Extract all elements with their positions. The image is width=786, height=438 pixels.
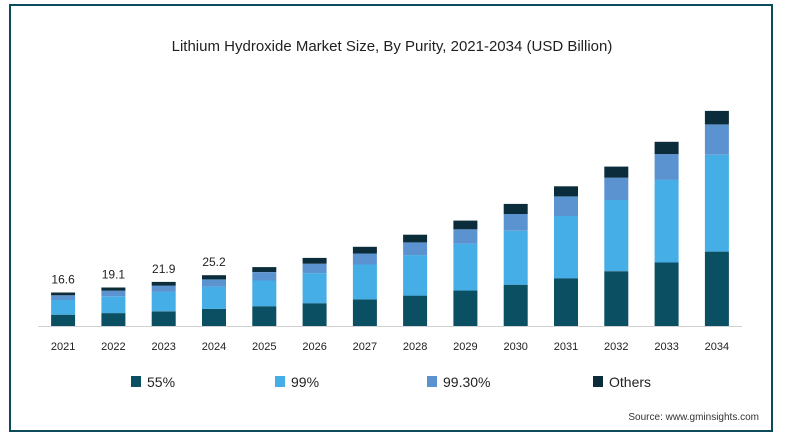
bar-2030-series-0 <box>503 284 528 326</box>
x-tick-label: 2023 <box>151 341 175 353</box>
x-tick-label: 2029 <box>453 341 477 353</box>
bar-2032-series-3 <box>604 166 629 178</box>
bar-2028-series-2 <box>403 242 428 256</box>
bar-2023-series-2 <box>151 285 176 292</box>
source-note: Source: www.gminsights.com <box>628 412 759 423</box>
bar-2031-series-3 <box>554 186 578 197</box>
bar-2032-series-0 <box>604 271 629 326</box>
bar-2029-series-3 <box>453 220 478 230</box>
bar-2023-series-1 <box>151 291 176 312</box>
x-tick-label: 2026 <box>302 341 326 353</box>
bar-2026-series-1 <box>302 273 327 304</box>
bar-2022-series-3 <box>101 287 126 291</box>
bar-2033-series-1 <box>654 179 679 263</box>
data-labels: 16.6 19.1 21.9 25.2 <box>51 255 226 286</box>
bar-2034-series-1 <box>704 154 729 252</box>
x-tick-label: 2033 <box>654 341 678 353</box>
bar-2025-series-3 <box>252 267 277 273</box>
bar-2021-series-3 <box>51 292 76 296</box>
x-tick-label: 2030 <box>503 341 527 353</box>
legend-label: 99% <box>291 374 319 390</box>
bar-2023-series-3 <box>151 281 176 286</box>
bar-2030-series-3 <box>503 203 528 214</box>
bar-2021-series-1 <box>51 300 76 315</box>
legend-swatch <box>131 376 141 387</box>
bar-2027-series-3 <box>352 246 377 254</box>
bar-2034-series-3 <box>704 110 729 125</box>
bar-2026-series-3 <box>302 257 327 264</box>
bar-2034-series-2 <box>704 124 729 155</box>
bar-2031-series-1 <box>554 216 578 279</box>
bar-2025-series-1 <box>252 280 277 307</box>
x-tick-label: 2032 <box>604 341 628 353</box>
bar-2029-series-0 <box>453 290 478 326</box>
bar-2027-series-0 <box>352 299 377 326</box>
legend-swatch <box>593 376 603 387</box>
x-tick-label: 2021 <box>51 341 75 353</box>
bar-2034-series-0 <box>704 251 729 326</box>
data-label: 25.2 <box>202 255 226 269</box>
bar-2027-series-1 <box>352 264 377 300</box>
bar-2022-series-2 <box>101 290 126 297</box>
bar-2033-series-2 <box>654 154 679 180</box>
legend-swatch <box>427 376 437 387</box>
bar-2033-series-3 <box>654 141 679 155</box>
legend-label: Others <box>609 374 651 390</box>
x-axis-ticks: 2021 2022 2023 2024 2025 2026 2027 2028 2029 2030… <box>51 341 729 353</box>
bar-2025-series-2 <box>252 272 277 281</box>
plot-area <box>51 110 729 326</box>
bar-2030-series-2 <box>503 213 528 231</box>
bar-2028-series-0 <box>403 295 428 326</box>
bar-2025-series-0 <box>252 306 277 326</box>
bar-2024-series-3 <box>202 275 226 280</box>
data-label: 16.6 <box>51 273 75 287</box>
bar-2023-series-0 <box>151 311 176 326</box>
bar-2027-series-2 <box>352 253 377 265</box>
bar-2024-series-2 <box>202 279 226 287</box>
data-label: 21.9 <box>152 262 176 276</box>
x-tick-label: 2024 <box>202 341 226 353</box>
chart-frame <box>9 4 773 432</box>
legend: 55% 99% 99.30% Others <box>131 374 651 390</box>
x-tick-label: 2031 <box>554 341 578 353</box>
bar-2029-series-2 <box>453 229 478 244</box>
bar-2031-series-2 <box>554 196 578 216</box>
bar-2032-series-1 <box>604 200 629 272</box>
legend-swatch <box>275 376 285 387</box>
bar-2029-series-1 <box>453 243 478 291</box>
bar-2033-series-0 <box>654 262 679 326</box>
x-tick-label: 2025 <box>252 341 276 353</box>
bar-2032-series-2 <box>604 177 629 201</box>
bar-2024-series-0 <box>202 308 226 326</box>
bar-2026-series-0 <box>302 303 327 326</box>
x-tick-label: 2027 <box>353 341 377 353</box>
x-tick-label: 2028 <box>403 341 427 353</box>
x-tick-label: 2022 <box>101 341 125 353</box>
data-label: 19.1 <box>102 268 126 282</box>
bar-2024-series-1 <box>202 286 226 309</box>
bar-2022-series-1 <box>101 296 126 314</box>
bar-2031-series-0 <box>554 278 578 326</box>
bar-2021-series-2 <box>51 295 76 300</box>
bar-2022-series-0 <box>101 313 126 326</box>
bar-2028-series-1 <box>403 255 428 296</box>
bar-2030-series-1 <box>503 230 528 285</box>
bar-2026-series-2 <box>302 263 327 274</box>
legend-label: 99.30% <box>443 374 490 390</box>
x-tick-label: 2034 <box>705 341 729 353</box>
bar-2021-series-0 <box>51 314 76 326</box>
bar-2028-series-3 <box>403 234 428 243</box>
legend-label: 55% <box>147 374 175 390</box>
chart-title: Lithium Hydroxide Market Size, By Purity… <box>172 38 613 55</box>
